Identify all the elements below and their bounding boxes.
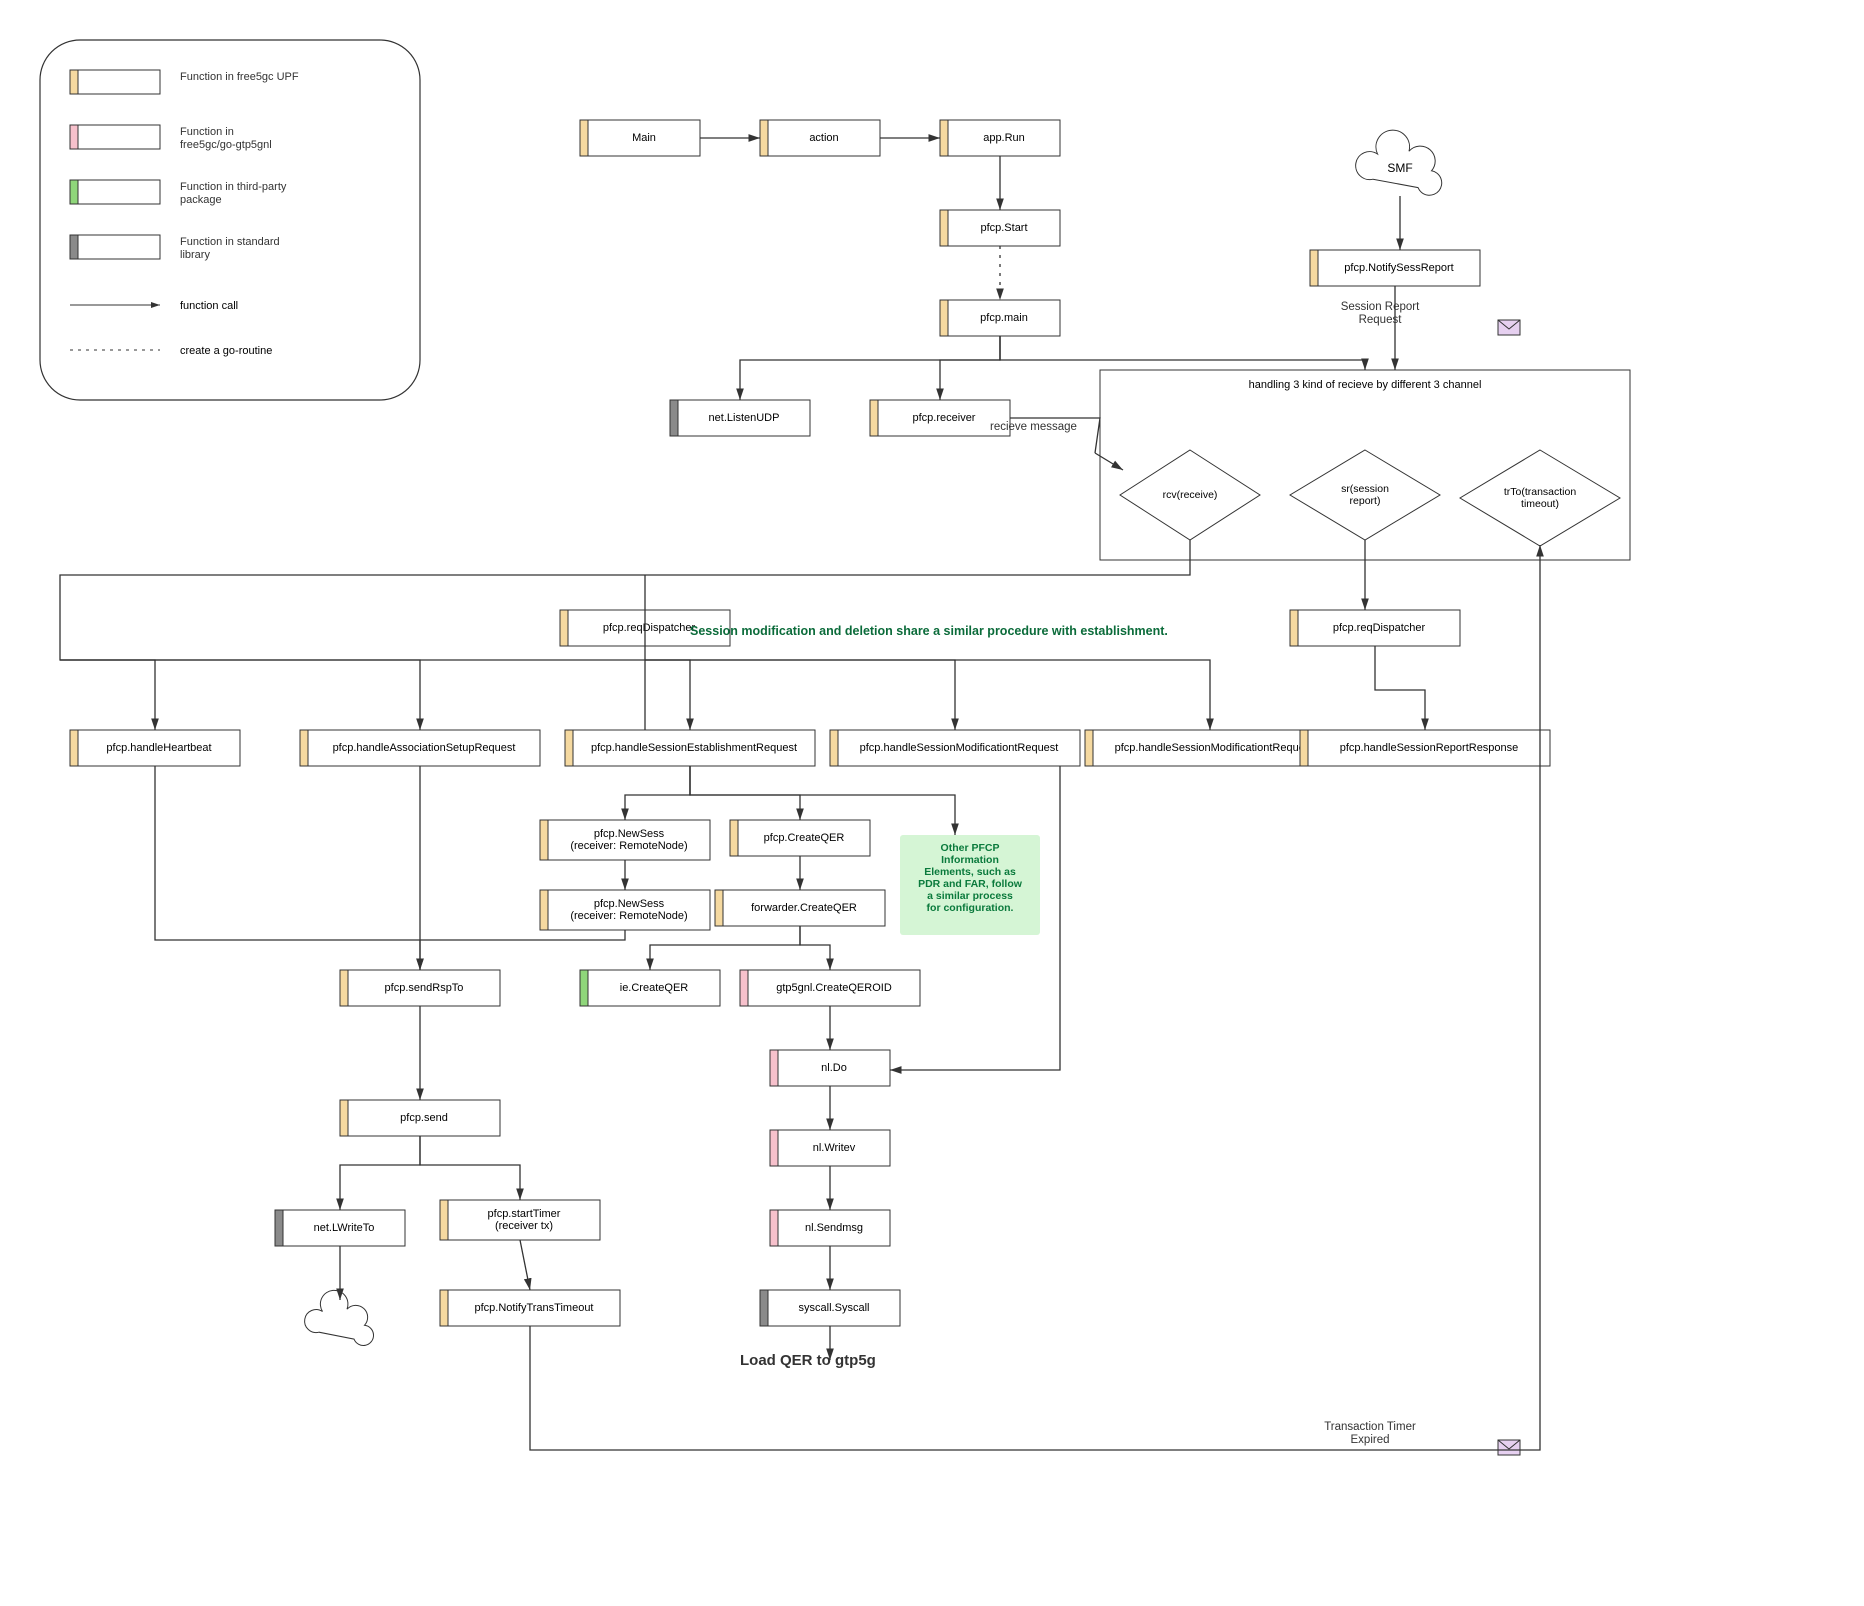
svg-text:nl.Writev: nl.Writev [813,1142,856,1154]
svg-text:Load QER to gtp5g: Load QER to gtp5g [740,1352,876,1369]
svg-text:pfcp.receiver: pfcp.receiver [913,412,976,424]
svg-text:syscall.Syscall: syscall.Syscall [799,1302,870,1314]
svg-text:function call: function call [180,300,238,312]
svg-text:Transaction TimerExpired: Transaction TimerExpired [1324,1421,1416,1446]
svg-text:pfcp.reqDispatcher: pfcp.reqDispatcher [1333,622,1426,634]
svg-text:pfcp.main: pfcp.main [980,312,1028,324]
svg-text:pfcp.handleSessionEstablishmen: pfcp.handleSessionEstablishmentRequest [591,742,797,754]
svg-text:pfcp.startTimer(receiver tx): pfcp.startTimer(receiver tx) [488,1208,561,1232]
svg-text:Function in standardlibrary: Function in standardlibrary [180,236,280,261]
svg-text:Function in free5gc UPF: Function in free5gc UPF [180,71,299,83]
svg-text:Session ReportRequest: Session ReportRequest [1341,301,1420,326]
svg-text:ie.CreateQER: ie.CreateQER [620,982,689,994]
svg-text:gtp5gnl.CreateQEROID: gtp5gnl.CreateQEROID [776,982,892,994]
svg-text:Main: Main [632,132,656,144]
svg-text:rcv(receive): rcv(receive) [1163,489,1218,501]
svg-text:net.LWriteTo: net.LWriteTo [314,1222,375,1234]
svg-text:forwarder.CreateQER: forwarder.CreateQER [751,902,857,914]
svg-text:pfcp.handleSessionReportRespon: pfcp.handleSessionReportResponse [1340,742,1519,754]
svg-text:pfcp.send: pfcp.send [400,1112,448,1124]
svg-text:pfcp.Start: pfcp.Start [980,222,1027,234]
svg-text:pfcp.handleSessionModification: pfcp.handleSessionModificationtRequest [860,742,1059,754]
svg-text:pfcp.CreateQER: pfcp.CreateQER [764,832,845,844]
svg-text:pfcp.NotifySessReport: pfcp.NotifySessReport [1344,262,1453,274]
svg-text:net.ListenUDP: net.ListenUDP [709,412,780,424]
svg-text:nl.Do: nl.Do [821,1062,847,1074]
svg-text:create a go-routine: create a go-routine [180,345,272,357]
svg-text:action: action [809,132,838,144]
svg-text:pfcp.sendRspTo: pfcp.sendRspTo [385,982,464,994]
svg-text:pfcp.handleAssociationSetupReq: pfcp.handleAssociationSetupRequest [333,742,516,754]
svg-text:nl.Sendmsg: nl.Sendmsg [805,1222,863,1234]
svg-text:app.Run: app.Run [983,132,1025,144]
svg-text:Session modification and delet: Session modification and deletion share … [690,624,1168,638]
svg-text:pfcp.handleSessionModification: pfcp.handleSessionModificationtRequest [1115,742,1314,754]
svg-text:Function in third-partypackage: Function in third-partypackage [180,181,287,206]
svg-text:recieve message: recieve message [990,421,1077,433]
svg-text:Function infree5gc/go-gtp5gnl: Function infree5gc/go-gtp5gnl [180,126,272,151]
svg-text:handling 3 kind of recieve by: handling 3 kind of recieve by different … [1249,379,1482,391]
svg-text:pfcp.NotifyTransTimeout: pfcp.NotifyTransTimeout [474,1302,593,1314]
svg-text:pfcp.handleHeartbeat: pfcp.handleHeartbeat [106,742,211,754]
svg-text:pfcp.reqDispatcher: pfcp.reqDispatcher [603,622,696,634]
svg-text:SMF: SMF [1387,161,1412,175]
